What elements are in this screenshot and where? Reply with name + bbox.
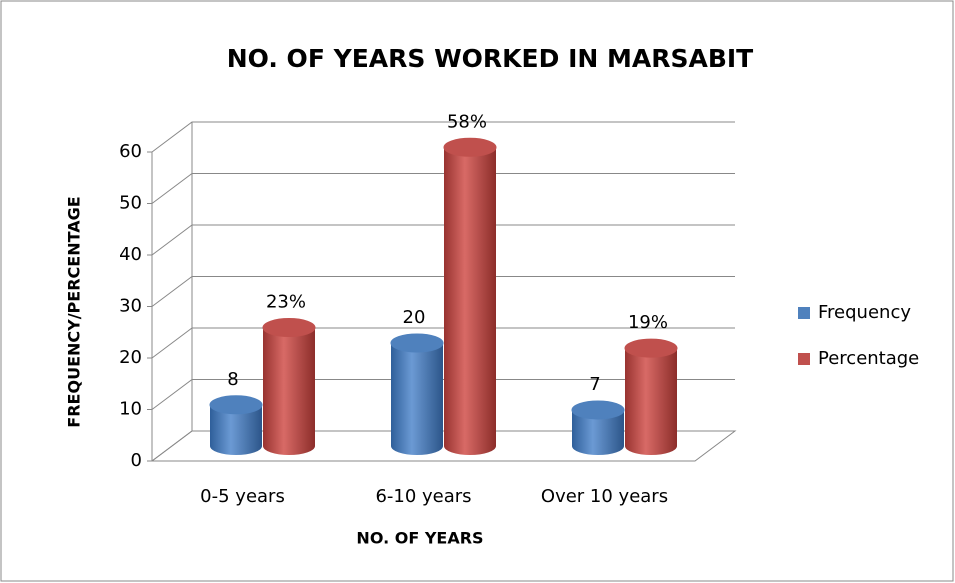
bar (391, 343, 443, 446)
y-tick-label: 50 (119, 193, 142, 214)
legend-label: Frequency (818, 302, 911, 323)
data-label: 19% (628, 312, 668, 333)
bar-top (571, 400, 625, 420)
bar-top (624, 338, 678, 358)
x-axis-title: NO. OF YEARS (356, 529, 483, 548)
grid-line (151, 430, 735, 462)
bar (444, 147, 496, 447)
x-tick-label: 6-10 years (375, 486, 471, 507)
grid-line (151, 121, 735, 153)
grid-line (151, 276, 735, 307)
data-label: 7 (589, 374, 600, 395)
grid-line (151, 327, 735, 359)
data-label: 58% (447, 111, 487, 132)
data-label: 23% (266, 292, 306, 313)
x-tick-label: Over 10 years (541, 486, 668, 507)
data-label: 8 (227, 369, 238, 390)
y-tick-label: 0 (131, 450, 142, 471)
bar (625, 348, 677, 446)
grid-line (151, 224, 735, 256)
legend-swatch (798, 307, 810, 319)
bar-top (443, 137, 497, 157)
bar-top (262, 318, 316, 338)
y-axis-title: FREQUENCY/PERCENTAGE (65, 196, 84, 427)
y-tick-label: 20 (119, 347, 142, 368)
bar (263, 327, 315, 446)
y-tick-label: 60 (119, 141, 142, 162)
bar-top (209, 395, 263, 415)
y-tick-label: 30 (119, 296, 142, 317)
bar-top (390, 333, 444, 353)
grid-line (151, 379, 735, 410)
y-tick-label: 10 (119, 399, 142, 420)
chart-title: NO. OF YEARS WORKED IN MARSABIT (227, 44, 754, 73)
data-label: 20 (403, 307, 426, 328)
y-tick-label: 40 (119, 244, 142, 265)
legend-swatch (798, 353, 810, 365)
legend-label: Percentage (818, 348, 919, 369)
x-tick-label: 0-5 years (200, 486, 285, 507)
grid-line (151, 173, 735, 204)
